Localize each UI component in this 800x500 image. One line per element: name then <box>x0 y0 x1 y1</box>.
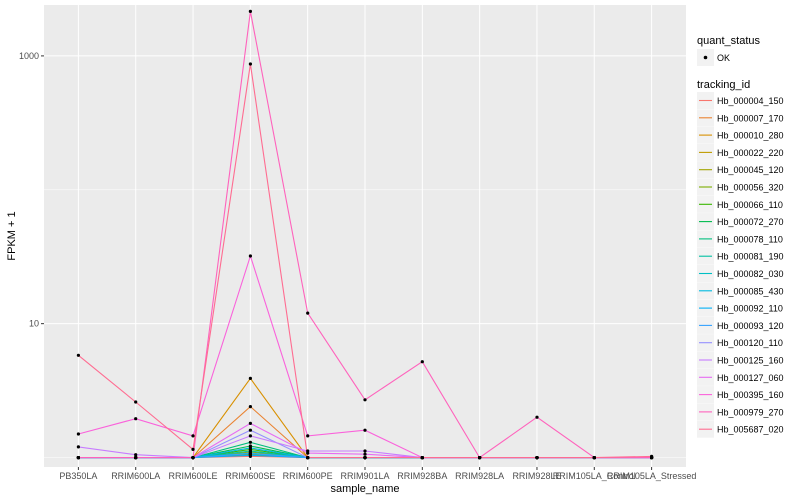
data-point <box>420 456 424 460</box>
data-point <box>248 452 252 456</box>
data-point <box>248 254 252 258</box>
x-tick-label: RRIM105LA_Stressed <box>607 471 697 481</box>
data-point <box>191 434 195 438</box>
x-tick-label: PB350LA <box>59 471 97 481</box>
data-point <box>363 398 367 402</box>
data-point <box>592 456 596 460</box>
data-point <box>306 456 310 460</box>
legend-label: Hb_000081_190 <box>717 252 784 262</box>
legend-title-tracking-id: tracking_id <box>697 79 750 91</box>
data-point <box>248 405 252 409</box>
legend-label: Hb_000093_120 <box>717 321 784 331</box>
legend-label: Hb_000125_160 <box>717 356 784 366</box>
legend-label: Hb_000082_030 <box>717 269 784 279</box>
data-point <box>76 432 80 436</box>
legend-label: Hb_000007_170 <box>717 113 784 123</box>
data-point <box>248 9 252 13</box>
data-point <box>134 417 138 421</box>
legend-label: Hb_000004_150 <box>717 96 784 106</box>
data-point <box>363 449 367 453</box>
data-point <box>650 454 654 458</box>
data-point <box>134 456 138 460</box>
x-tick-label: RRIM600SE <box>225 471 275 481</box>
x-tick-label: RRIM928LE <box>512 471 561 481</box>
x-tick-label: RRIM928BA <box>397 471 447 481</box>
data-point <box>363 428 367 432</box>
y-tick-label: 10 <box>29 319 39 329</box>
data-point <box>248 440 252 444</box>
data-point <box>248 428 252 432</box>
data-point <box>363 456 367 460</box>
legend-title-quant-status: quant_status <box>697 35 760 47</box>
x-tick-label: RRIM600LE <box>169 471 218 481</box>
legend-label: Hb_000085_430 <box>717 286 784 296</box>
legend: quant_status OK tracking_id Hb_000004_15… <box>697 35 784 438</box>
x-tick-label: RRIM600LA <box>111 471 160 481</box>
legend-label: Hb_000092_110 <box>717 304 783 314</box>
data-point <box>535 456 539 460</box>
grid-major <box>44 5 686 467</box>
legend-label: Hb_000056_320 <box>717 183 784 193</box>
legend-label: Hb_000395_160 <box>717 390 784 400</box>
legend-point-ok <box>703 55 708 60</box>
legend-label: Hb_000120_110 <box>717 338 783 348</box>
legend-label: Hb_000127_060 <box>717 373 784 383</box>
legend-label: Hb_005687_020 <box>717 425 784 435</box>
legend-label: Hb_000979_270 <box>717 407 784 417</box>
data-point <box>478 456 482 460</box>
legend-label: Hb_000022_220 <box>717 148 784 158</box>
data-point <box>134 400 138 404</box>
x-axis: PB350LA RRIM600LA RRIM600LE RRIM600SE RRIM60… <box>59 467 696 481</box>
y-tick-label: 1000 <box>19 51 39 61</box>
data-point <box>134 453 138 457</box>
data-point <box>248 446 252 450</box>
data-point <box>306 451 310 455</box>
x-tick-label: RRIM105LA_Control <box>553 471 636 481</box>
data-point <box>76 445 80 449</box>
legend-label: Hb_000066_110 <box>717 200 783 210</box>
series-points <box>76 9 654 460</box>
legend-label: Hb_000010_280 <box>717 131 784 141</box>
data-point <box>363 452 367 456</box>
data-point <box>191 447 195 451</box>
legend-label-ok: OK <box>717 53 730 63</box>
y-axis-title: FPKM + 1 <box>6 211 18 260</box>
data-point <box>248 376 252 380</box>
y-axis: 10 1000 <box>19 51 44 329</box>
x-axis-title: sample_name <box>330 483 399 495</box>
legend-items: Hb_000004_150 Hb_000007_170 Hb_000010_280 H… <box>697 92 784 438</box>
x-tick-label: RRIM901LA <box>340 471 389 481</box>
legend-label: Hb_000045_120 <box>717 165 784 175</box>
data-point <box>248 421 252 425</box>
data-point <box>76 456 80 460</box>
data-point <box>248 434 252 438</box>
x-tick-label: RRIM600PE <box>283 471 333 481</box>
legend-label: Hb_000078_110 <box>717 234 783 244</box>
data-point <box>535 415 539 419</box>
data-point <box>420 360 424 364</box>
data-point <box>306 311 310 315</box>
data-point <box>248 62 252 66</box>
data-point <box>306 434 310 438</box>
legend-label: Hb_000072_270 <box>717 217 784 227</box>
data-point <box>191 456 195 460</box>
data-point <box>76 353 80 357</box>
x-tick-label: RRIM928LA <box>455 471 504 481</box>
